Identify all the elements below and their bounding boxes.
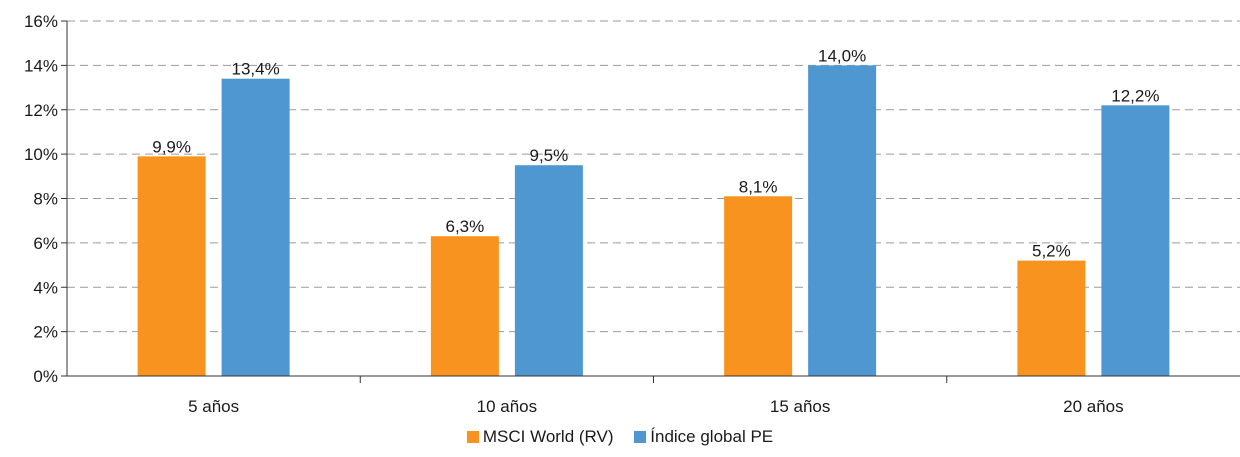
x-tick-label: 10 años <box>477 397 538 415</box>
legend-label-msci: MSCI World (RV) <box>482 427 614 446</box>
data-label: 12,2% <box>1111 86 1159 105</box>
y-tick-label: 16% <box>24 12 58 31</box>
y-tick-label: 10% <box>24 145 58 164</box>
x-tick-label: 20 años <box>1063 397 1124 415</box>
data-label: 13,4% <box>232 60 280 79</box>
y-tick-label: 6% <box>33 234 58 253</box>
data-label: 14,0% <box>818 46 866 65</box>
bar-msci <box>137 156 206 376</box>
data-label: 5,2% <box>1032 242 1071 261</box>
y-tick-label: 14% <box>24 56 58 75</box>
x-tick-label: 15 años <box>770 397 831 415</box>
bar-pe <box>1101 105 1170 376</box>
bar-msci <box>724 196 793 376</box>
tick-labels: 0% 2% 4% 6% 8% 10% 12% 14% 16% 5 años 10 años 15 añ… <box>24 12 1124 415</box>
x-tick-label: 5 años <box>188 397 239 415</box>
data-label: 9,5% <box>530 146 569 165</box>
y-tick-label: 0% <box>33 367 58 386</box>
data-label: 9,9% <box>152 137 191 156</box>
bar-pe <box>808 65 877 376</box>
legend-label-pe: Índice global PE <box>650 427 774 446</box>
legend-swatch-pe <box>634 431 647 443</box>
bar-msci <box>430 236 499 376</box>
y-tick-label: 8% <box>33 190 58 209</box>
legend-item-pe: Índice global PE <box>634 427 773 447</box>
bar-msci <box>1017 260 1086 376</box>
data-label: 6,3% <box>446 217 485 236</box>
axes <box>61 20 1240 383</box>
y-tick-label: 2% <box>33 323 58 342</box>
data-label: 8,1% <box>739 177 778 196</box>
bar-pe <box>514 165 583 376</box>
y-tick-label: 4% <box>33 278 58 297</box>
legend: MSCI World (RV) Índice global PE <box>0 427 1240 448</box>
legend-swatch-msci <box>466 431 479 443</box>
y-tick-label: 12% <box>24 101 58 120</box>
bars <box>137 65 1170 376</box>
legend-item-msci: MSCI World (RV) <box>466 427 614 447</box>
data-labels: 9,9% 13,4% 6,3% 9,5% 8,1% 14,0% 5,2% 12,2% <box>152 46 1159 260</box>
bar-pe <box>221 78 290 376</box>
bar-chart: 0% 2% 4% 6% 8% 10% 12% 14% 16% 5 años 10 años 15 añ… <box>24 12 1240 415</box>
